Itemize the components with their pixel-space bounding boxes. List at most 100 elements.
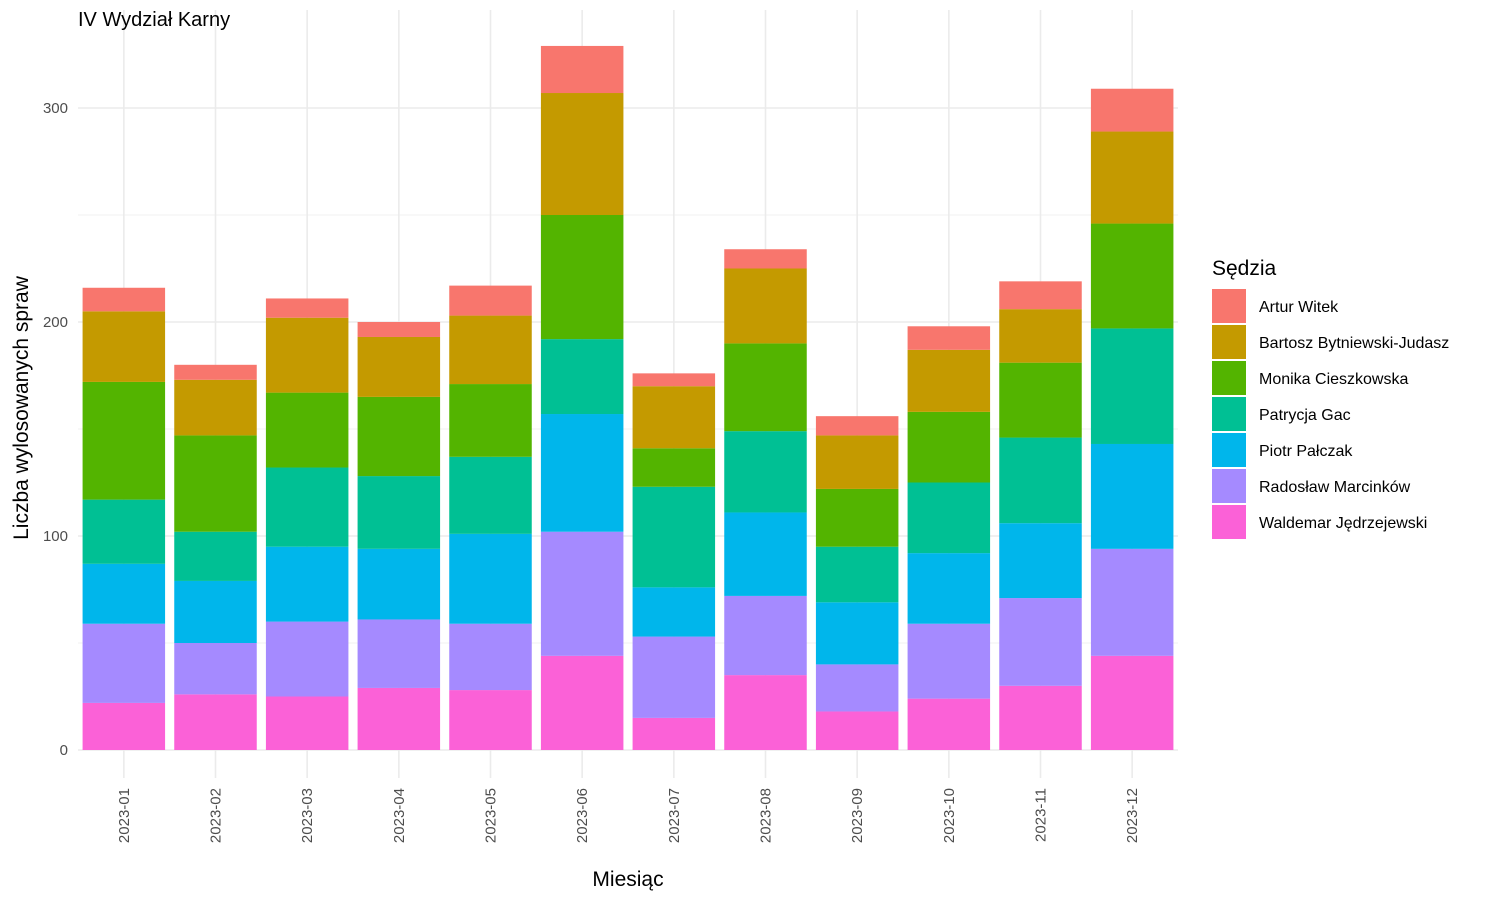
- bar-segment: [999, 437, 1082, 524]
- x-tick-label: 2023-02: [208, 788, 225, 843]
- chart-title: IV Wydział Karny: [78, 9, 230, 31]
- bar-segment: [907, 326, 991, 350]
- bar-segment: [265, 467, 349, 547]
- bar-segment: [265, 298, 349, 318]
- bar-segment: [540, 93, 624, 215]
- bar-segment: [724, 595, 807, 676]
- bar-segment: [174, 379, 257, 436]
- bar-segment: [357, 687, 441, 750]
- bar-segment: [174, 694, 257, 750]
- bar-segment: [724, 249, 807, 269]
- bar-segment: [999, 281, 1082, 310]
- bar-segment: [632, 587, 716, 637]
- bar-segment: [815, 416, 899, 436]
- bar-segment: [449, 690, 532, 750]
- x-tick-label: 2023-01: [116, 788, 133, 843]
- bar-segment: [724, 343, 807, 432]
- legend-swatch: [1212, 361, 1246, 395]
- bar-segment: [1090, 548, 1174, 656]
- bar-segment: [540, 339, 624, 415]
- y-tick-label: 100: [43, 528, 68, 545]
- legend-label: Monika Cieszkowska: [1259, 371, 1408, 388]
- bar-segment: [907, 411, 991, 483]
- bar-segment: [632, 717, 716, 750]
- bar-segment: [540, 655, 624, 750]
- x-tick-label: 2023-08: [758, 788, 775, 843]
- y-tick-label: 0: [60, 742, 68, 759]
- x-axis-ticks: 2023-01 2023-02 2023-03 2023-04 2023-05 2023-…: [116, 788, 1141, 843]
- bar-segment: [1090, 131, 1174, 224]
- bar-segment: [82, 311, 166, 382]
- bar-segment: [174, 435, 257, 532]
- bar-segment: [724, 512, 807, 596]
- bar-segment: [907, 553, 991, 624]
- x-tick-label: 2023-11: [1033, 788, 1050, 842]
- bar-segment: [999, 309, 1082, 363]
- bar-segment: [907, 349, 991, 412]
- y-tick-label: 200: [43, 314, 68, 331]
- bar-segment: [999, 685, 1082, 750]
- legend-label: Patrycja Gac: [1259, 407, 1351, 424]
- bar-segment: [265, 621, 349, 697]
- bar-segment: [632, 386, 716, 449]
- bar-segment: [357, 322, 441, 337]
- legend-items: Artur Witek Bartosz Bytniewski-Judasz Moni…: [1212, 289, 1449, 539]
- bar-segment: [1090, 88, 1174, 132]
- bar-segment: [724, 268, 807, 344]
- bar-segment: [632, 486, 716, 588]
- bar-segment: [449, 533, 532, 624]
- bar-segment: [82, 381, 166, 500]
- legend-swatch: [1212, 325, 1246, 359]
- bar-segment: [357, 336, 441, 397]
- bar-segment: [1090, 223, 1174, 329]
- bar-segment: [999, 523, 1082, 599]
- bar-segment: [632, 373, 716, 387]
- bar-segment: [815, 435, 899, 489]
- bar-segment: [724, 431, 807, 513]
- bar-segment: [265, 546, 349, 622]
- bar-segment: [82, 623, 166, 703]
- legend-item: Piotr Pałczak: [1212, 433, 1353, 467]
- legend-label: Radosław Marcinków: [1259, 479, 1411, 496]
- bar-segment: [907, 482, 991, 554]
- bar-segment: [82, 499, 166, 564]
- legend-item: Patrycja Gac: [1212, 397, 1351, 431]
- bar-segment: [357, 396, 441, 477]
- legend-swatch: [1212, 397, 1246, 431]
- y-tick-label: 300: [43, 100, 68, 117]
- bar-segment: [1090, 655, 1174, 750]
- x-tick-label: 2023-10: [941, 788, 958, 843]
- bar-segment: [540, 531, 624, 656]
- x-tick-label: 2023-09: [849, 788, 866, 843]
- legend-item: Waldemar Jędrzejewski: [1212, 505, 1427, 539]
- x-tick-label: 2023-04: [391, 788, 408, 843]
- bar-segment: [357, 548, 441, 620]
- bar-segment: [174, 643, 257, 695]
- legend-swatch: [1212, 505, 1246, 539]
- bar-segment: [449, 384, 532, 457]
- bar-segment: [907, 623, 991, 699]
- bar-segment: [907, 698, 991, 750]
- x-tick-label: 2023-07: [666, 788, 683, 843]
- bar-segment: [357, 619, 441, 688]
- bar-segment: [1090, 443, 1174, 549]
- legend-title: Sędzia: [1212, 257, 1277, 280]
- bar-segment: [540, 215, 624, 340]
- bar-segment: [82, 563, 166, 624]
- legend-label: Bartosz Bytniewski-Judasz: [1259, 335, 1449, 352]
- bar-segment: [1090, 328, 1174, 444]
- bar-segment: [174, 580, 257, 643]
- bar-segment: [815, 711, 899, 750]
- bar-segment: [82, 702, 166, 750]
- bar-segment: [265, 317, 349, 393]
- bar-segment: [815, 664, 899, 712]
- legend-item: Artur Witek: [1212, 289, 1339, 323]
- legend-label: Waldemar Jędrzejewski: [1259, 515, 1427, 532]
- bar-segment: [449, 285, 532, 316]
- legend-swatch: [1212, 289, 1246, 323]
- bar-segment: [357, 476, 441, 549]
- legend-item: Radosław Marcinków: [1212, 469, 1411, 503]
- x-tick-label: 2023-12: [1124, 788, 1141, 843]
- bar-segment: [82, 287, 166, 312]
